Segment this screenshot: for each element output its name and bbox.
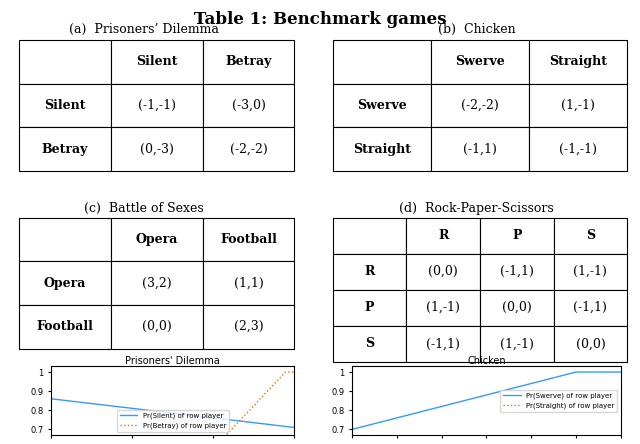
Text: (c)  Battle of Sexes: (c) Battle of Sexes: [84, 202, 204, 215]
Legend: Pr(Swerve) of row player, Pr(Straight) of row player: Pr(Swerve) of row player, Pr(Straight) o…: [500, 390, 618, 412]
Text: (b)  Chicken: (b) Chicken: [438, 23, 516, 36]
Text: (a)  Prisoners’ Dilemma: (a) Prisoners’ Dilemma: [69, 23, 219, 36]
Legend: Pr(Silent) of row player, Pr(Betray) of row player: Pr(Silent) of row player, Pr(Betray) of …: [117, 410, 228, 432]
Text: (d)  Rock-Paper-Scissors: (d) Rock-Paper-Scissors: [399, 202, 554, 215]
Title: Chicken: Chicken: [467, 356, 506, 365]
Text: Table 1: Benchmark games: Table 1: Benchmark games: [194, 11, 446, 28]
Title: Prisoners' Dilemma: Prisoners' Dilemma: [125, 356, 220, 365]
